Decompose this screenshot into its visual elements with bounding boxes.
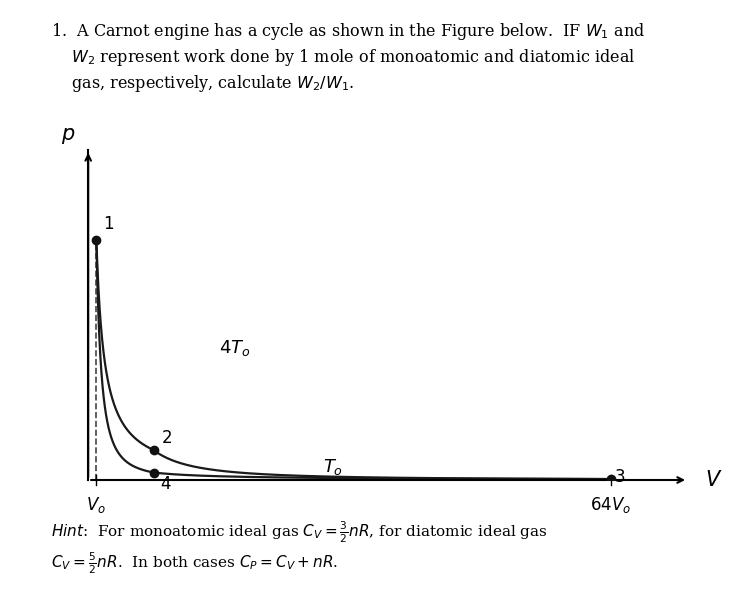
Text: 1: 1: [103, 215, 113, 233]
Text: $C_V = \frac{5}{2}nR$.  In both cases $C_P = C_V + nR$.: $C_V = \frac{5}{2}nR$. In both cases $C_…: [51, 551, 339, 577]
Text: V: V: [706, 470, 720, 490]
Text: gas, respectively, calculate $W_2/W_1$.: gas, respectively, calculate $W_2/W_1$.: [51, 73, 355, 94]
Text: 1.  A Carnot engine has a cycle as shown in the Figure below.  IF $W_1$ and: 1. A Carnot engine has a cycle as shown …: [51, 21, 645, 42]
Text: 3: 3: [615, 468, 625, 486]
Text: $64V_o$: $64V_o$: [590, 495, 631, 515]
Text: 4: 4: [160, 475, 171, 493]
Text: $W_2$ represent work done by 1 mole of monoatomic and diatomic ideal: $W_2$ represent work done by 1 mole of m…: [51, 47, 636, 68]
Text: p: p: [61, 124, 74, 144]
Text: $\it{Hint}$:  For monoatomic ideal gas $C_V = \frac{3}{2}nR$, for diatomic ideal: $\it{Hint}$: For monoatomic ideal gas $C…: [51, 519, 548, 545]
Text: 2: 2: [162, 429, 172, 447]
Text: $4T_o$: $4T_o$: [220, 338, 251, 358]
Text: $V_o$: $V_o$: [87, 495, 107, 515]
Text: $T_o$: $T_o$: [323, 457, 343, 477]
